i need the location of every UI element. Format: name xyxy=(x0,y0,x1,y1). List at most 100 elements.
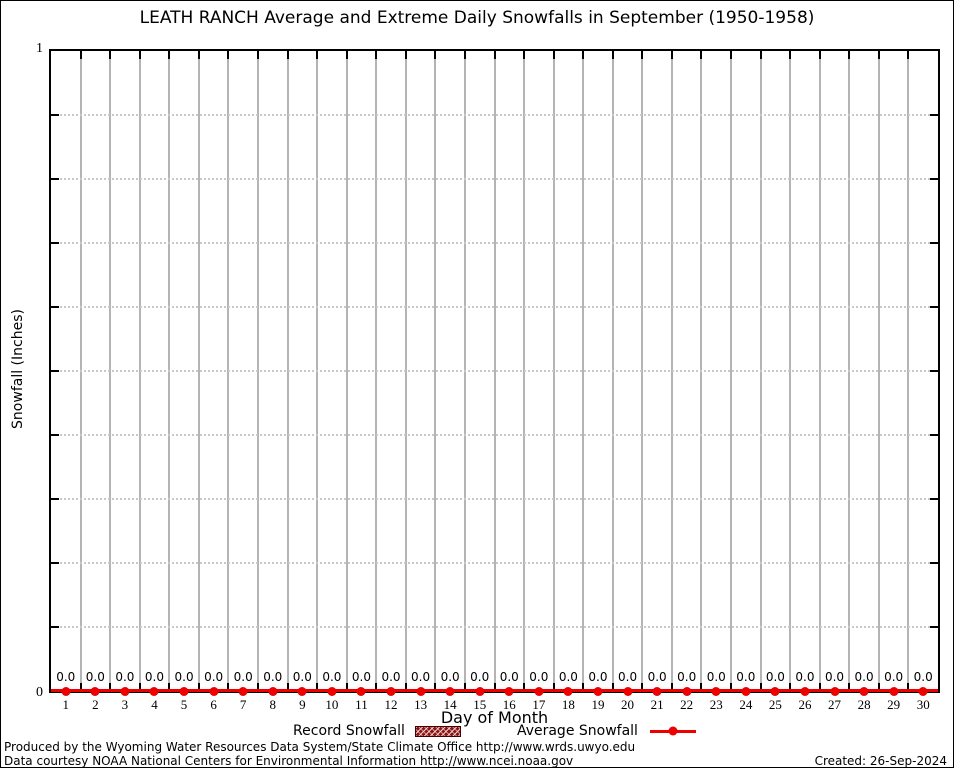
value-label: 0.0 xyxy=(588,670,608,684)
y-axis-title: Snowfall (Inches) xyxy=(10,309,26,429)
x-tick-top xyxy=(345,51,348,59)
data-point-marker xyxy=(682,687,692,696)
y-tick-left xyxy=(51,178,59,180)
value-label: 0.0 xyxy=(263,670,283,684)
x-tick-top xyxy=(434,51,437,59)
value-label: 0.0 xyxy=(824,670,845,684)
data-point-marker xyxy=(90,687,100,696)
x-tick-bottom xyxy=(256,683,259,691)
x-tick-top xyxy=(759,51,762,59)
x-tick-label: 1 xyxy=(62,697,70,712)
x-tick-top xyxy=(670,51,673,59)
x-tick-top xyxy=(789,51,792,59)
x-tick-top xyxy=(375,51,378,59)
data-point-marker xyxy=(268,687,278,696)
value-label: 0.0 xyxy=(174,670,194,684)
value-label: 0.0 xyxy=(913,670,933,684)
x-tick-bottom xyxy=(138,683,141,691)
data-point-marker xyxy=(534,687,544,696)
value-label: 0.0 xyxy=(322,670,342,684)
data-point-marker xyxy=(711,687,721,696)
x-tick-label: 19 xyxy=(591,697,605,712)
x-tick-label: 28 xyxy=(857,697,871,712)
data-point-marker xyxy=(741,687,751,696)
x-tick-label: 25 xyxy=(768,697,782,712)
y-tick-left xyxy=(51,306,59,308)
y-tick-left xyxy=(51,498,59,500)
chart-title: LEATH RANCH Average and Extreme Daily Sn… xyxy=(139,8,815,28)
x-tick-label: 20 xyxy=(621,697,635,712)
legend: Record Snowfall Average Snowfall xyxy=(49,723,940,739)
value-label: 0.0 xyxy=(677,670,697,684)
x-tick-label: 7 xyxy=(239,697,247,712)
y-tick-label-max: 1 xyxy=(36,41,43,56)
x-tick-bottom xyxy=(404,683,407,691)
x-tick-top xyxy=(552,51,555,59)
data-point-marker xyxy=(800,687,810,696)
value-label: 0.0 xyxy=(765,670,785,684)
value-label: 0.0 xyxy=(647,670,667,684)
value-label: 0.0 xyxy=(144,670,165,684)
value-label: 0.0 xyxy=(440,670,460,684)
value-label: 0.0 xyxy=(233,670,253,684)
x-tick-label: 24 xyxy=(739,697,753,712)
y-tick-left xyxy=(51,242,59,244)
value-label: 0.0 xyxy=(529,670,549,684)
x-tick-label: 11 xyxy=(355,697,368,712)
average-snowfall-line-sample xyxy=(649,726,696,736)
x-tick-top xyxy=(286,51,289,59)
data-point-marker xyxy=(475,687,485,696)
plot-area: 0.0 0.0 0.0 0.0 0.0 0.0 0.0 0.0 0.0 0.0 0.0 0.0 0.0 0… xyxy=(49,49,940,696)
x-tick-label: 12 xyxy=(384,697,398,712)
x-tick-top xyxy=(818,51,821,59)
x-tick-bottom xyxy=(848,683,851,691)
x-tick-top xyxy=(404,51,407,59)
x-tick-bottom xyxy=(818,683,821,691)
grid-line-horizontal xyxy=(51,242,938,244)
x-tick-label: 9 xyxy=(299,697,306,712)
x-tick-label: 21 xyxy=(650,697,664,712)
x-tick-top xyxy=(730,51,733,59)
x-axis-labels: 1 2 3 4 5 6 7 8 9 10 11 12 13 14 15 16 17 18 19 20 21 22 23 24 2… xyxy=(51,697,938,713)
data-point-marker xyxy=(563,687,573,696)
x-tick-bottom xyxy=(641,683,644,691)
x-tick-label: 27 xyxy=(828,697,842,712)
x-tick-bottom xyxy=(670,683,673,691)
x-tick-bottom xyxy=(552,683,555,691)
x-tick-bottom xyxy=(286,683,289,691)
x-tick-label: 29 xyxy=(887,697,901,712)
x-tick-top xyxy=(611,51,614,59)
data-point-marker xyxy=(830,687,840,696)
x-tick-bottom xyxy=(316,683,319,691)
y-tick-right xyxy=(930,498,938,500)
y-tick-left xyxy=(51,562,59,564)
x-tick-top xyxy=(316,51,319,59)
legend-record-label: Record Snowfall xyxy=(293,723,405,739)
average-snowfall-marker-sample xyxy=(668,726,678,736)
x-tick-label: 13 xyxy=(414,697,428,712)
data-point-marker xyxy=(386,687,396,696)
grid-line-horizontal xyxy=(51,178,938,180)
data-point-marker xyxy=(297,687,307,696)
x-tick-label: 2 xyxy=(92,697,99,712)
y-tick-right xyxy=(930,178,938,180)
x-tick-bottom xyxy=(493,683,496,691)
value-label: 0.0 xyxy=(56,670,76,684)
value-label: 0.0 xyxy=(351,670,371,684)
x-tick-bottom xyxy=(789,683,792,691)
average-snowfall-line xyxy=(51,689,938,692)
data-point-marker xyxy=(238,687,248,696)
data-point-marker xyxy=(918,687,928,696)
data-point-marker xyxy=(209,687,219,696)
x-tick-top xyxy=(168,51,171,59)
footer-created-date: Created: 26-Sep-2024 xyxy=(814,754,947,768)
x-tick-bottom xyxy=(463,683,466,691)
record-snowfall-swatch xyxy=(414,725,461,737)
x-tick-bottom xyxy=(168,683,171,691)
value-label: 0.0 xyxy=(204,670,224,684)
grid-line-horizontal xyxy=(51,114,938,116)
x-tick-top xyxy=(641,51,644,59)
x-tick-top xyxy=(493,51,496,59)
footer-data-courtesy: Data courtesy NOAA National Centers for … xyxy=(4,754,574,768)
